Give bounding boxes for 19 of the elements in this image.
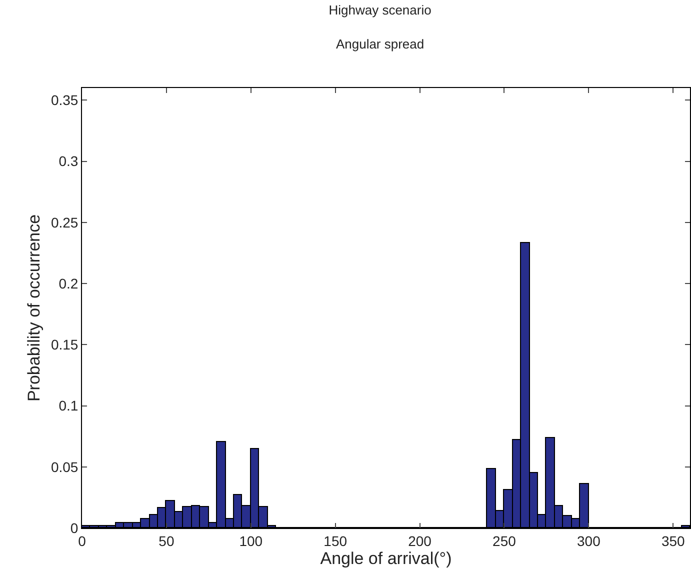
y-tick-label: 0.25 [50,214,78,230]
y-tick-label: 0.15 [50,336,78,353]
y-tick-label: 0.1 [58,398,78,414]
x-tick-label: 50 [158,532,174,549]
x-tick-label: 200 [408,532,432,549]
x-tick-label: 100 [239,532,263,549]
y-tick-label: 0.05 [50,458,78,475]
chart-subtitle: Angular spread [336,36,424,52]
y-tick-label: 0 [70,520,78,536]
x-tick-label: 250 [492,532,516,549]
x-tick-label: 150 [324,532,348,549]
y-tick-label: 0.35 [50,92,78,108]
y-tick-label: 0.2 [58,275,78,292]
x-tick-label: 300 [576,532,601,549]
x-tick-label: 350 [661,532,686,549]
x-axis-title: Angle of arrival(°) [320,549,452,568]
y-tick-label: 0.3 [58,153,78,170]
chart-title: Highway scenario [328,2,432,18]
y-axis-title: Probability of occurrence [24,214,44,402]
